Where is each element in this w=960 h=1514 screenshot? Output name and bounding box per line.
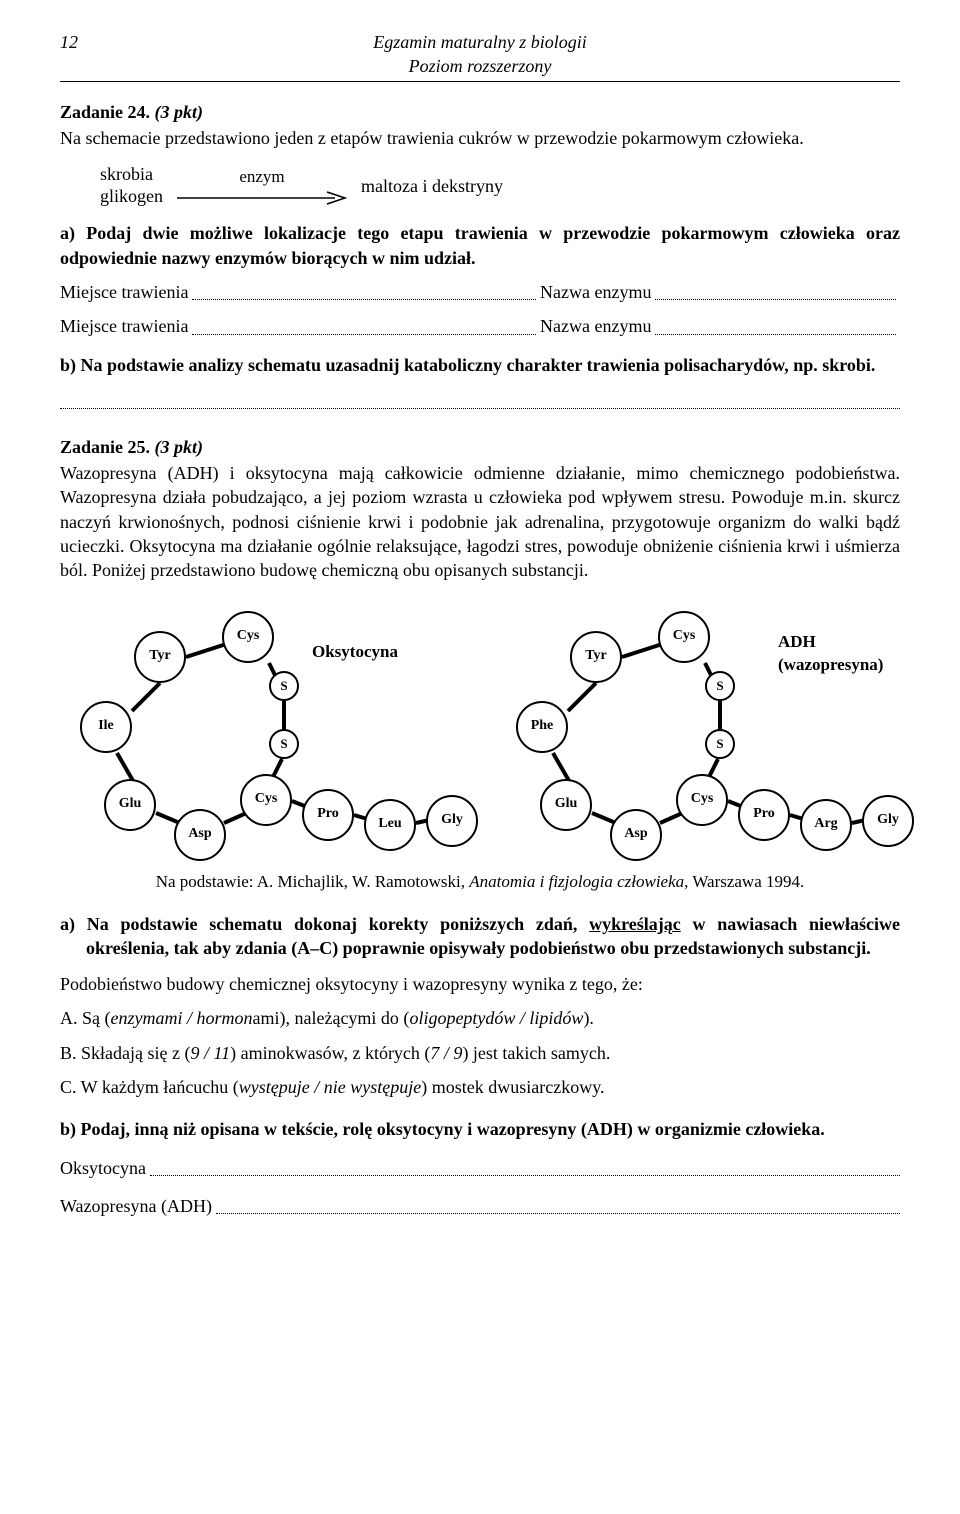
task24-points: (3 pkt)	[155, 102, 204, 122]
statement-a[interactable]: A. Są (enzymami / hormonami), należącymi…	[60, 1006, 900, 1030]
fill-miejsce-2: Miejsce trawienia	[60, 314, 188, 338]
stB-pre: B. Składają się z (	[60, 1043, 190, 1063]
t25a-underline: wykreślając	[589, 914, 681, 934]
amino-acid-node: Leu	[364, 799, 416, 851]
arrow-label: enzym	[239, 166, 284, 189]
statement-b[interactable]: B. Składają się z (9 / 11) aminokwasów, …	[60, 1041, 900, 1065]
stB-opt1[interactable]: 9 / 11	[190, 1043, 230, 1063]
stA-pre: A. Są (	[60, 1008, 111, 1028]
stC-post: ) mostek dwusiarczkowy.	[421, 1077, 604, 1097]
fill-miejsce-1: Miejsce trawienia	[60, 280, 188, 304]
amino-acid-node: S	[269, 729, 299, 759]
fill-dots-2b[interactable]	[655, 314, 896, 334]
t25a-lead: a) Na podstawie schematu dokonaj korekty…	[60, 914, 589, 934]
fill-dots-1b[interactable]	[655, 280, 896, 300]
figure-citation: Na podstawie: A. Michajlik, W. Ramotowsk…	[60, 871, 900, 894]
stC-opt1[interactable]: występuje / nie występuje	[239, 1077, 421, 1097]
header-line2: Poziom rozszerzony	[100, 54, 860, 78]
amino-acid-node: Tyr	[134, 631, 186, 683]
citation-suffix: , Warszawa 1994.	[684, 872, 804, 891]
task24-intro: Na schemacie przedstawiono jeden z etapó…	[60, 126, 900, 150]
diagram-glikogen: glikogen	[100, 186, 163, 208]
diagram-left: skrobia glikogen	[100, 164, 163, 207]
task25-label: Zadanie 25.	[60, 437, 150, 457]
page-number: 12	[60, 30, 100, 54]
arrow-icon	[177, 191, 347, 205]
task24-heading: Zadanie 24. (3 pkt)	[60, 100, 900, 124]
statement-c[interactable]: C. W każdym łańcuchu (występuje / nie wy…	[60, 1075, 900, 1099]
task24-b-answer-line[interactable]	[60, 395, 900, 409]
stB-post: ) jest takich samych.	[462, 1043, 610, 1063]
stA-post: ).	[583, 1008, 594, 1028]
peptide-figure: Oksytocyna CysTyrIleGluAspCysProLeuGlySS…	[60, 601, 900, 861]
task24-fill-row-2[interactable]: Miejsce trawienia Nazwa enzymu	[60, 314, 900, 338]
citation-italic: Anatomia i fizjologia człowieka	[469, 872, 684, 891]
stA-mid: ami), należącymi do (	[253, 1008, 410, 1028]
amino-acid-node: S	[705, 729, 735, 759]
task24-label: Zadanie 24.	[60, 102, 150, 122]
citation-prefix: Na podstawie: A. Michajlik, W. Ramotowsk…	[156, 872, 470, 891]
oxytocin-diagram: Oksytocyna CysTyrIleGluAspCysProLeuGlySS	[62, 601, 462, 861]
amino-acid-node: Cys	[676, 774, 728, 826]
adh-label: ADH(wazopresyna)	[778, 631, 883, 677]
task24-fill-row-1[interactable]: Miejsce trawienia Nazwa enzymu	[60, 280, 900, 304]
stB-opt2[interactable]: 7 / 9	[430, 1043, 462, 1063]
fill-nazwa-2: Nazwa enzymu	[540, 314, 651, 338]
fill-dots-2a[interactable]	[192, 314, 536, 334]
amino-acid-node: Cys	[222, 611, 274, 663]
stA-opt2[interactable]: oligopeptydów / lipidów	[409, 1008, 583, 1028]
task25-part-a: a) Na podstawie schematu dokonaj korekty…	[60, 912, 900, 961]
amino-acid-node: Asp	[610, 809, 662, 861]
task25-points: (3 pkt)	[155, 437, 204, 457]
task24-diagram: skrobia glikogen enzym maltoza i dekstry…	[100, 164, 900, 207]
adh-diagram: ADH(wazopresyna) CysTyrPheGluAspCysProAr…	[498, 601, 898, 861]
amino-acid-node: S	[705, 671, 735, 701]
amino-acid-node: Phe	[516, 701, 568, 753]
diagram-arrow: enzym	[177, 166, 347, 205]
fill-oxy-label: Oksytocyna	[60, 1156, 146, 1180]
amino-acid-node: Gly	[862, 795, 914, 847]
similarity-intro: Podobieństwo budowy chemicznej oksytocyn…	[60, 972, 900, 996]
amino-acid-node: Pro	[302, 789, 354, 841]
stA-opt1[interactable]: enzymami / hormon	[111, 1008, 253, 1028]
oxytocin-label: Oksytocyna	[312, 641, 398, 664]
fill-dots-1a[interactable]	[192, 280, 536, 300]
amino-acid-node: Ile	[80, 701, 132, 753]
task25-part-b: b) Podaj, inną niż opisana w tekście, ro…	[60, 1117, 900, 1141]
header-line1: Egzamin maturalny z biologii	[373, 32, 587, 52]
amino-acid-node: Pro	[738, 789, 790, 841]
fill-adh-dots[interactable]	[216, 1194, 900, 1214]
diagram-skrobia: skrobia	[100, 164, 163, 186]
stB-mid: ) aminokwasów, z których (	[230, 1043, 430, 1063]
header-title: Egzamin maturalny z biologii Poziom rozs…	[100, 30, 860, 79]
amino-acid-node: Asp	[174, 809, 226, 861]
amino-acid-node: Gly	[426, 795, 478, 847]
task25-body: Wazopresyna (ADH) i oksytocyna mają całk…	[60, 461, 900, 582]
amino-acid-node: Cys	[240, 774, 292, 826]
fill-oxytocin[interactable]: Oksytocyna	[60, 1156, 900, 1180]
task24-part-a: a) Podaj dwie możliwe lokalizacje tego e…	[60, 221, 900, 270]
task25-heading: Zadanie 25. (3 pkt)	[60, 435, 900, 459]
amino-acid-node: Glu	[104, 779, 156, 831]
fill-nazwa-1: Nazwa enzymu	[540, 280, 651, 304]
diagram-right: maltoza i dekstryny	[361, 174, 503, 198]
task24-part-b: b) Na podstawie analizy schematu uzasadn…	[60, 353, 900, 377]
fill-adh-label: Wazopresyna (ADH)	[60, 1194, 212, 1218]
amino-acid-node: S	[269, 671, 299, 701]
amino-acid-node: Cys	[658, 611, 710, 663]
stC-pre: C. W każdym łańcuchu (	[60, 1077, 239, 1097]
fill-oxy-dots[interactable]	[150, 1156, 900, 1176]
amino-acid-node: Arg	[800, 799, 852, 851]
page-header: 12 Egzamin maturalny z biologii Poziom r…	[60, 30, 900, 82]
amino-acid-node: Glu	[540, 779, 592, 831]
fill-wazopresyna[interactable]: Wazopresyna (ADH)	[60, 1194, 900, 1218]
amino-acid-node: Tyr	[570, 631, 622, 683]
